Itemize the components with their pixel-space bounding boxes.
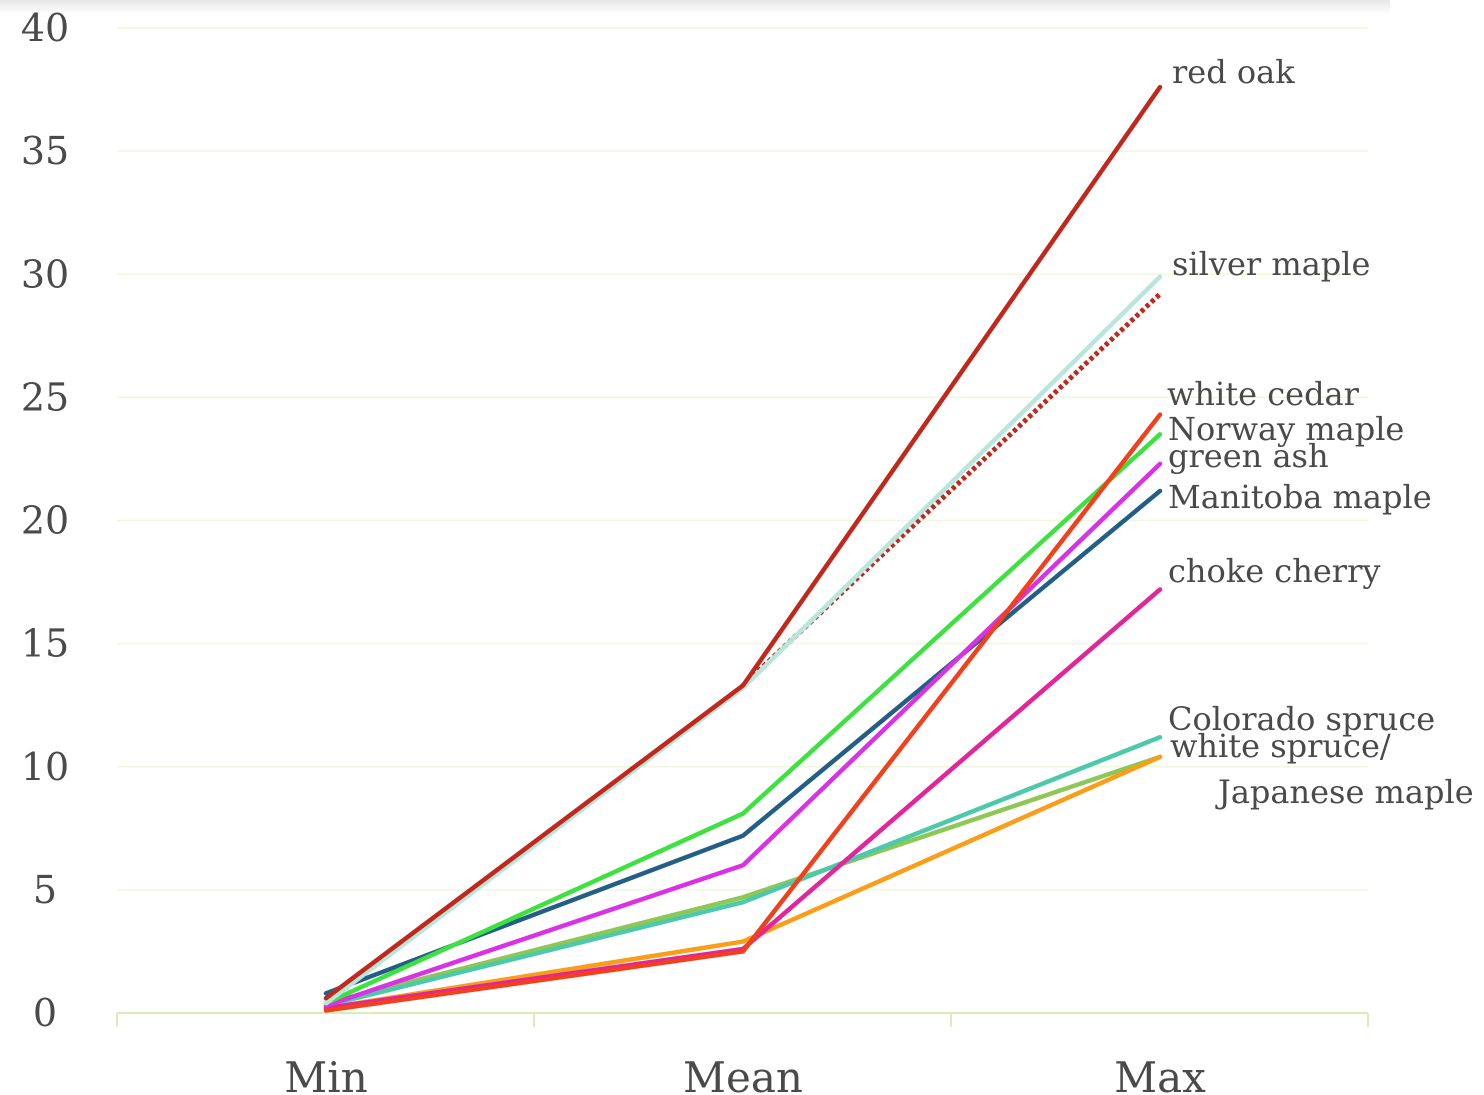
top-edge-shadow: [0, 0, 1390, 14]
y-tick-label: 20: [21, 499, 69, 543]
y-tick-label: 35: [21, 129, 69, 173]
series-line-dotted-projection: [741, 292, 1162, 688]
series-label-colorado-spruce: Colorado spruce: [1168, 700, 1435, 738]
series-label-red-oak: red oak: [1172, 53, 1295, 91]
series-line-norway-maple: [323, 432, 1163, 1006]
x-tick-label: Mean: [683, 1053, 803, 1095]
series-label-norway-maple: Norway maple: [1168, 410, 1404, 448]
series-line-colorado-spruce: [323, 734, 1163, 1008]
series-line-manitoba-maple: [323, 488, 1163, 996]
series-line-red-oak: [323, 84, 1163, 1001]
y-tick-label: 15: [21, 622, 69, 666]
y-tick-label: 10: [21, 745, 69, 789]
series-line-green-ash: [323, 461, 1163, 1008]
y-tick-label: 30: [21, 252, 69, 296]
series-line-japanese-maple: [323, 754, 1163, 1006]
series-label-silver-maple: silver maple: [1172, 245, 1370, 283]
series-label-green-ash: green ash: [1168, 437, 1329, 475]
x-tick-label: Max: [1114, 1053, 1206, 1095]
series-line-white-cedar: [323, 412, 1163, 1013]
series-label-white-cedar: white cedar: [1167, 375, 1360, 413]
series-label-japanese-maple: Japanese maple: [1215, 773, 1474, 811]
x-tick-label: Min: [284, 1053, 368, 1095]
y-tick-label: 40: [21, 6, 69, 50]
series-label-white-spruce: white spruce/: [1170, 727, 1391, 765]
series-label-choke-cherry: choke cherry: [1168, 552, 1380, 590]
y-tick-label: 25: [21, 375, 69, 419]
series-label-manitoba-maple: Manitoba maple: [1168, 478, 1432, 516]
y-tick-label: 5: [33, 868, 57, 912]
y-tick-label: 0: [33, 991, 57, 1035]
series-line-silver-maple: [323, 274, 1163, 1006]
series-line-white-spruce: [323, 754, 1163, 1011]
